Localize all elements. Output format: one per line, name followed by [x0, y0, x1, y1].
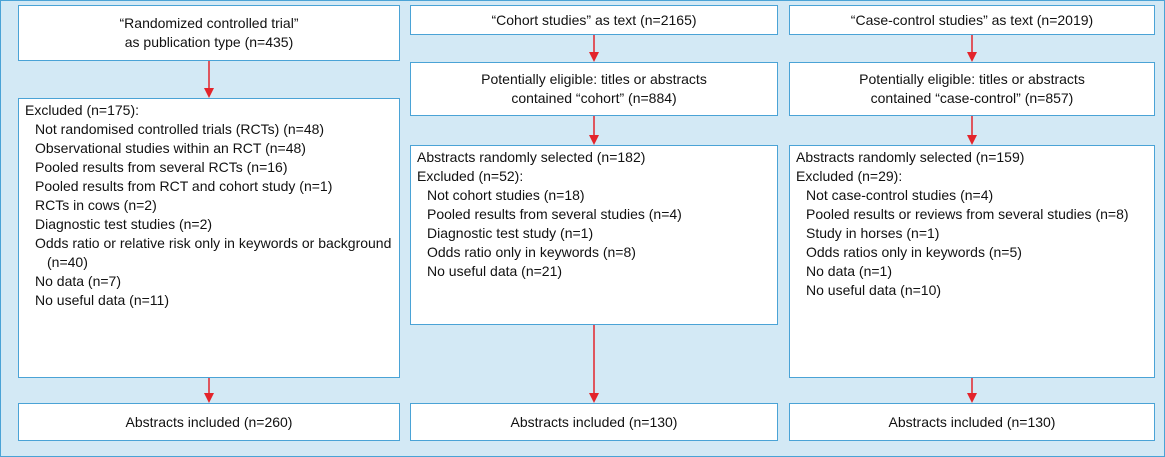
arrow-head: [967, 135, 977, 145]
list-item: Not randomised controlled trials (RCTs) …: [35, 121, 325, 137]
list-item: Odds ratios only in keywords (n=5): [806, 244, 1022, 260]
list-item: Odds ratio or relative risk only in keyw…: [35, 235, 392, 270]
list-item: No data (n=1): [806, 263, 892, 279]
box: “Randomized controlled trial” as publicat…: [18, 5, 400, 61]
box-text: Potentially eligible: titles or abstract…: [859, 71, 1085, 87]
box-text: “Randomized controlled trial”: [119, 15, 299, 31]
arrow-head: [589, 393, 599, 403]
box-text: Excluded (n=52):: [417, 168, 524, 184]
arrow-head: [204, 88, 214, 98]
list-item: No data (n=7): [35, 273, 121, 289]
box-text: as publication type (n=435): [124, 34, 294, 50]
box-text: Potentially eligible: titles or abstract…: [481, 71, 707, 87]
arrow-head: [967, 393, 977, 403]
box-text: contained “case-control” (n=857): [870, 90, 1074, 106]
arrow-head: [589, 135, 599, 145]
list-item: Not cohort studies (n=18): [427, 187, 585, 203]
box-text: Abstracts included (n=260): [125, 413, 293, 430]
box: Abstracts included (n=130): [789, 403, 1155, 441]
list-item: Pooled results from several studies (n=4…: [427, 206, 682, 222]
box: “Case-control studies” as text (n=2019): [789, 5, 1155, 35]
list-item: No useful data (n=10): [806, 282, 942, 298]
box-text: “Case-control studies” as text (n=2019): [850, 11, 1094, 28]
box-text: Excluded (n=29):: [796, 168, 903, 184]
box-text: Abstracts randomly selected (n=182): [417, 149, 646, 165]
list-item: Pooled results from several RCTs (n=16): [35, 159, 288, 175]
list-item: Study in horses (n=1): [806, 225, 940, 241]
box: Abstracts included (n=130): [410, 403, 778, 441]
arrow-head: [589, 52, 599, 62]
list-item: Observational studies within an RCT (n=4…: [35, 140, 306, 156]
list-item: Diagnostic test study (n=1): [427, 225, 594, 241]
arrow-head: [967, 52, 977, 62]
arrow-head: [204, 393, 214, 403]
list-item: Not case-control studies (n=4): [806, 187, 994, 203]
box-text: “Cohort studies” as text (n=2165): [491, 11, 697, 28]
list-item: Odds ratio only in keywords (n=8): [427, 244, 636, 260]
box: Abstracts randomly selected (n=182) Exclu…: [410, 145, 778, 325]
box-text: contained “cohort” (n=884): [511, 90, 677, 106]
box-text: Abstracts included (n=130): [888, 413, 1056, 430]
box: Abstracts randomly selected (n=159) Exclu…: [789, 145, 1155, 378]
list-item: No useful data (n=11): [35, 292, 169, 308]
box-text: Excluded (n=175):: [25, 102, 140, 118]
box-text: Abstracts randomly selected (n=159): [796, 149, 1025, 165]
box-text: Abstracts included (n=130): [510, 413, 678, 430]
box: Potentially eligible: titles or abstract…: [789, 62, 1155, 116]
list-item: Pooled results from RCT and cohort study…: [35, 178, 333, 194]
list-item: RCTs in cows (n=2): [35, 197, 157, 213]
box: Abstracts included (n=260): [18, 403, 400, 441]
box: Potentially eligible: titles or abstract…: [410, 62, 778, 116]
list-item: Pooled results or reviews from several s…: [806, 206, 1129, 222]
box: Excluded (n=175): Not randomised controll…: [18, 98, 400, 378]
list-item: Diagnostic test studies (n=2): [35, 216, 213, 232]
box: “Cohort studies” as text (n=2165): [410, 5, 778, 35]
list-item: No useful data (n=21): [427, 263, 563, 279]
